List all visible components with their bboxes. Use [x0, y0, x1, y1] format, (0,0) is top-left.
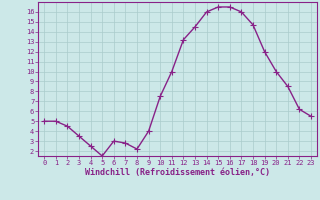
- X-axis label: Windchill (Refroidissement éolien,°C): Windchill (Refroidissement éolien,°C): [85, 168, 270, 177]
